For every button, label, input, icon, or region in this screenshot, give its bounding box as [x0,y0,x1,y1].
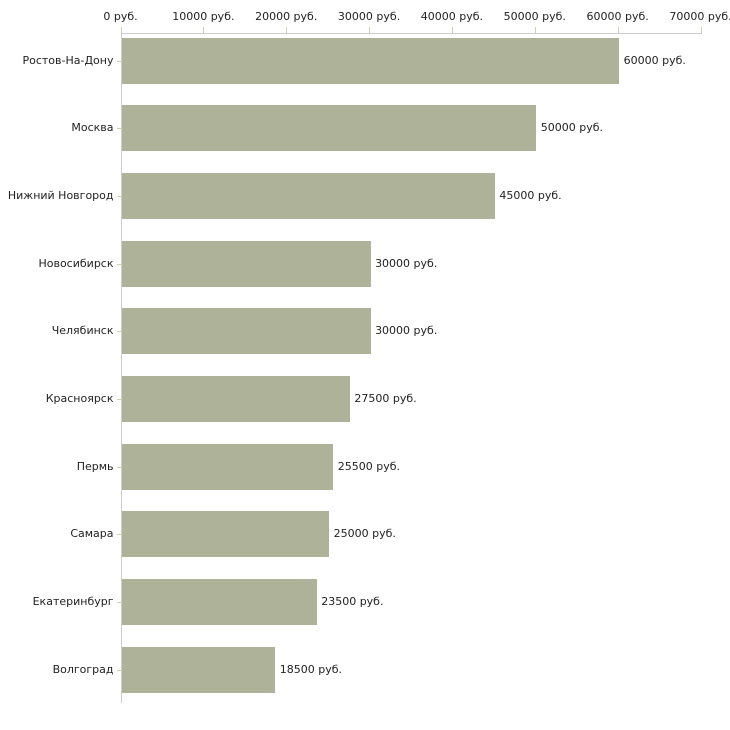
category-label: Челябинск [51,324,114,338]
bar [121,376,350,422]
x-axis-tick [534,27,536,34]
category-label: Москва [71,121,114,135]
y-axis-tick [116,61,122,62]
bar-value-label: 30000 руб. [375,324,438,338]
y-axis-tick [116,331,122,332]
x-axis-tick-label: 20000 руб. [255,10,318,23]
y-axis-tick [116,534,122,535]
bar-value-label: 30000 руб. [375,256,438,270]
bar [121,443,333,490]
category-label: Пермь [76,459,114,473]
bar [121,37,619,84]
bar [121,308,371,355]
bar-value-label: 27500 руб. [354,392,417,405]
x-axis-line [120,33,702,34]
bar-value-label: 23500 руб. [321,595,384,609]
y-axis-line [120,33,122,703]
x-axis-tick-label: 0 руб. [103,10,138,23]
y-axis-tick [116,602,122,603]
x-axis-tick [700,27,702,34]
bar [121,240,371,287]
bar [121,511,329,558]
x-axis-tick-label: 70000 руб. [669,10,730,23]
bar-value-label: 50000 руб. [540,121,604,135]
x-axis-tick-label: 40000 руб. [420,10,484,23]
category-label: Красноярск [45,392,114,405]
bar [121,172,495,219]
bar [121,105,536,152]
x-axis-tick-label: 10000 руб. [172,10,235,23]
bar-value-label: 18500 руб. [279,662,343,676]
x-axis-tick-label: 60000 руб. [586,10,649,23]
x-axis-tick-label: 30000 руб. [337,10,401,23]
x-axis-tick [369,27,371,34]
x-axis-tick-label: 50000 руб. [503,10,566,23]
category-label: Самара [70,527,114,541]
bar-value-label: 60000 руб. [623,53,686,67]
y-axis-tick [116,196,122,197]
x-axis-tick [451,27,453,34]
y-axis-tick [116,399,122,400]
y-axis-tick [116,670,122,671]
category-label: Екатеринбург [32,595,114,609]
y-axis-tick [116,264,122,265]
y-axis-tick [116,128,122,129]
x-axis-tick [617,27,619,34]
bar [121,579,317,626]
category-label: Ростов-На-Дону [22,53,114,67]
x-axis-tick [120,27,122,34]
bar-value-label: 45000 руб. [499,188,562,202]
x-axis-tick [286,27,288,34]
y-axis-tick [116,467,122,468]
bar-value-label: 25500 руб. [337,459,401,473]
category-label: Новосибирск [38,256,114,270]
bar [121,646,275,693]
category-label: Нижний Новгород [7,188,114,202]
x-axis-tick [203,27,205,34]
category-label: Волгоград [52,662,114,676]
bar-value-label: 25000 руб. [333,527,396,541]
